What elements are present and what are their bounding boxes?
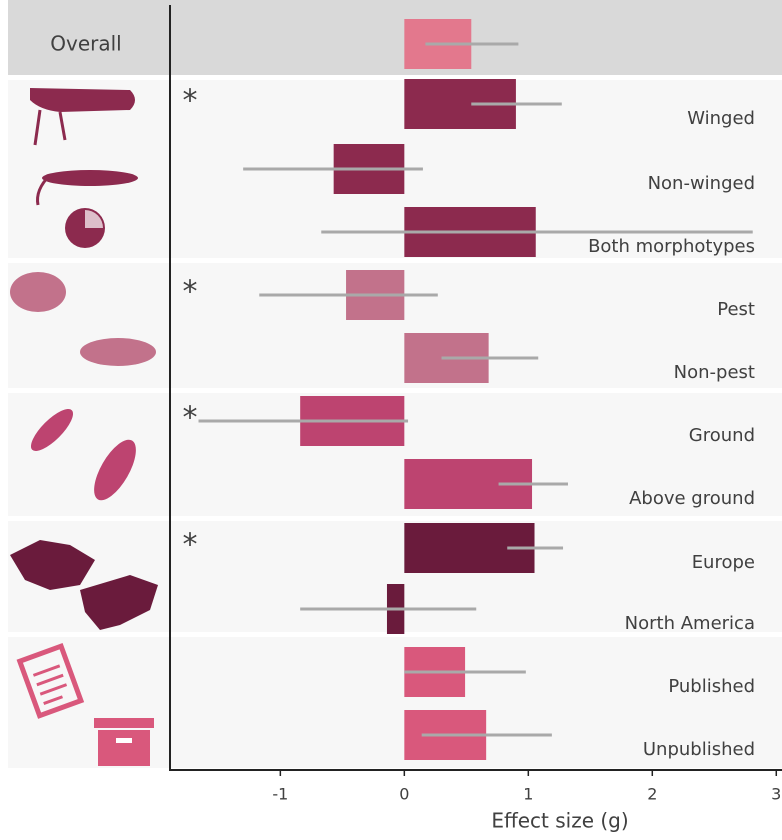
- category-label: Above ground: [629, 488, 755, 509]
- winged-icon-legs: [33, 109, 67, 146]
- category-label: Both morphotypes: [588, 236, 755, 257]
- category-label: Ground: [689, 425, 755, 446]
- category-label: Unpublished: [643, 739, 755, 760]
- x-axis-title: Effect size (g): [491, 809, 628, 833]
- significance-marker: *: [183, 401, 198, 436]
- non-winged-antenna: [36, 173, 52, 206]
- icons: [10, 88, 158, 766]
- pest-icon: [10, 272, 66, 312]
- above-ground-icon: [94, 439, 136, 501]
- x-tick-label: 2: [647, 785, 657, 804]
- published-icon: [16, 642, 85, 719]
- overall-label: Overall: [50, 32, 121, 56]
- x-tick-label: 1: [523, 785, 533, 804]
- category-label: Non-winged: [648, 173, 755, 194]
- x-tick-label: 0: [399, 785, 409, 804]
- significance-marker: *: [183, 84, 198, 119]
- unpublished-icon-box: [98, 730, 150, 766]
- non-pest-icon: [80, 338, 156, 366]
- document-lines: [32, 664, 68, 705]
- category-label: Europe: [692, 552, 755, 573]
- overall-band: [8, 0, 782, 75]
- significance-marker: *: [183, 528, 198, 563]
- category-label: North America: [625, 613, 755, 634]
- ground-icon: [30, 408, 74, 452]
- x-tick-label: 3: [771, 785, 781, 804]
- winged-icon: [30, 88, 135, 112]
- category-label: Published: [668, 676, 755, 697]
- category-label: Pest: [717, 299, 755, 320]
- europe-icon: [10, 540, 95, 590]
- unpublished-icon-handle: [116, 738, 132, 743]
- pie-icon-slice: [85, 210, 103, 228]
- category-label: Winged: [687, 108, 755, 129]
- category-label: Non-pest: [674, 362, 755, 383]
- non-winged-icon: [42, 170, 138, 186]
- unpublished-icon-lid: [94, 718, 154, 728]
- document-outline: [16, 642, 85, 719]
- significance-marker: *: [183, 275, 198, 310]
- north-america-icon: [80, 575, 158, 630]
- x-tick-label: -1: [272, 785, 288, 804]
- background-bands: [8, 0, 782, 768]
